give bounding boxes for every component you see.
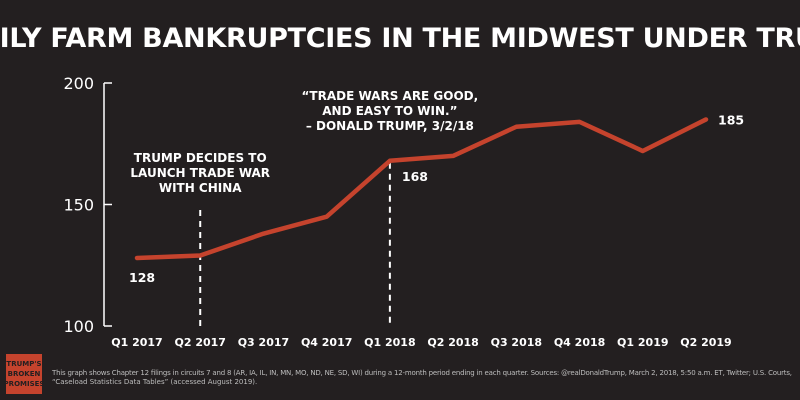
x-tick-label: Q4 2017	[301, 336, 352, 349]
x-tick-label: Q1 2019	[617, 336, 668, 349]
x-tick-label: Q1 2018	[364, 336, 415, 349]
annotation-lines	[199, 162, 391, 326]
data-label: 168	[402, 169, 428, 184]
annotation-text: TRUMP DECIDES TO	[134, 151, 267, 165]
logo: TRUMP'S BROKEN PROMISES	[4, 354, 45, 394]
logo-line: PROMISES	[4, 380, 45, 388]
series-line	[134, 117, 709, 261]
logo-line: TRUMP'S	[6, 360, 41, 368]
y-tick-label: 200	[63, 74, 94, 93]
annotation-text: LAUNCH TRADE WAR	[130, 166, 270, 180]
annotation-text: AND EASY TO WIN.”	[322, 104, 457, 118]
series-group	[134, 117, 709, 261]
y-tick-label: 150	[63, 196, 94, 215]
annotation-text: WITH CHINA	[159, 181, 242, 195]
data-label: 185	[718, 112, 744, 127]
annotation-text: – DONALD TRUMP, 3/2/18	[306, 119, 474, 133]
x-tick-label: Q2 2018	[427, 336, 478, 349]
footnote: This graph shows Chapter 12 filings in c…	[51, 369, 792, 386]
footnote-line: “Caseload Statistics Data Tables” (acces…	[52, 378, 257, 386]
logo-text: TRUMP'S BROKEN PROMISES	[4, 360, 45, 388]
x-tick-label: Q3 2018	[491, 336, 542, 349]
x-tick-label: Q1 2017	[111, 336, 162, 349]
y-tick-label: 100	[63, 317, 94, 336]
logo-line: BROKEN	[8, 370, 41, 378]
y-axis: 100 150 200	[63, 74, 112, 336]
x-tick-label: Q2 2019	[680, 336, 731, 349]
x-axis: Q1 2017 Q2 2017 Q3 2017 Q4 2017 Q1 2018 Q2 20…	[111, 336, 731, 349]
data-labels: 128 168 185	[129, 112, 744, 285]
x-tick-label: Q2 2017	[174, 336, 225, 349]
chart-title: FAMILY FARM BANKRUPTCIES IN THE MIDWEST …	[0, 23, 800, 54]
x-tick-label: Q3 2017	[238, 336, 289, 349]
logo-background	[6, 354, 42, 394]
annotation-text: “TRADE WARS ARE GOOD,	[302, 89, 479, 103]
data-label: 128	[129, 270, 155, 285]
x-tick-label: Q4 2018	[554, 336, 605, 349]
footnote-line: This graph shows Chapter 12 filings in c…	[51, 369, 792, 377]
